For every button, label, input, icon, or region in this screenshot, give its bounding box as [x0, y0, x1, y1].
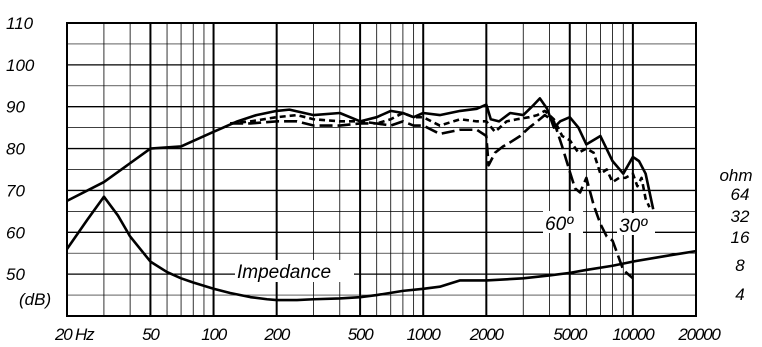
plot-series: [65, 97, 697, 302]
impedance-tick-label: 4: [735, 285, 744, 304]
x-tick-label: 10000: [612, 325, 655, 344]
x-tick-label: 100: [201, 325, 228, 344]
impedance-label-bg: [235, 260, 354, 282]
right-axis-unit: ohm: [719, 166, 752, 185]
series-line-1: [66, 97, 655, 210]
y-tick-label: 70: [6, 181, 25, 200]
impedance-label: Impedance: [237, 262, 331, 283]
y-tick-label: 80: [6, 140, 25, 159]
x-tick-label: 20000: [677, 325, 721, 344]
axis-labels: (dB) ohm 110 100 90 80 70 60 50 20 Hz 50 100 200 50…: [6, 14, 753, 344]
x-tick-label: 500: [348, 325, 375, 344]
x-tick-label: 5000: [553, 325, 588, 344]
y-tick-label: 110: [6, 14, 34, 33]
angle-60-label: 60º: [545, 214, 574, 235]
series-line-3: [230, 113, 634, 280]
impedance-tick-label: 8: [735, 256, 745, 275]
angle-30-label-bg: [617, 213, 655, 235]
x-tick-label: 200: [263, 325, 291, 344]
grid: [67, 23, 696, 316]
x-tick-label: 2000: [469, 325, 505, 344]
plot-frame: [66, 22, 697, 317]
y-tick-label: 60: [6, 223, 25, 242]
impedance-tick-label: 32: [731, 207, 750, 226]
x-tick-label: 50: [142, 325, 160, 344]
y-tick-label: 50: [6, 265, 25, 284]
impedance-tick-label: 64: [731, 185, 750, 204]
series-line-4: [65, 195, 697, 302]
angle-60-label-bg: [543, 211, 583, 233]
x-tick-label: 20 Hz: [54, 325, 95, 344]
plot-border: [66, 22, 697, 317]
series-line-2: [230, 109, 651, 208]
angle-30-label: 30º: [619, 216, 648, 237]
y-unit-label: (dB): [19, 290, 51, 309]
annotations: Impedance 60º 30º: [235, 211, 655, 283]
y-tick-label: 90: [6, 98, 25, 117]
impedance-tick-label: 16: [731, 228, 750, 247]
y-tick-label: 100: [6, 56, 35, 75]
x-tick-label: 1000: [407, 325, 442, 344]
